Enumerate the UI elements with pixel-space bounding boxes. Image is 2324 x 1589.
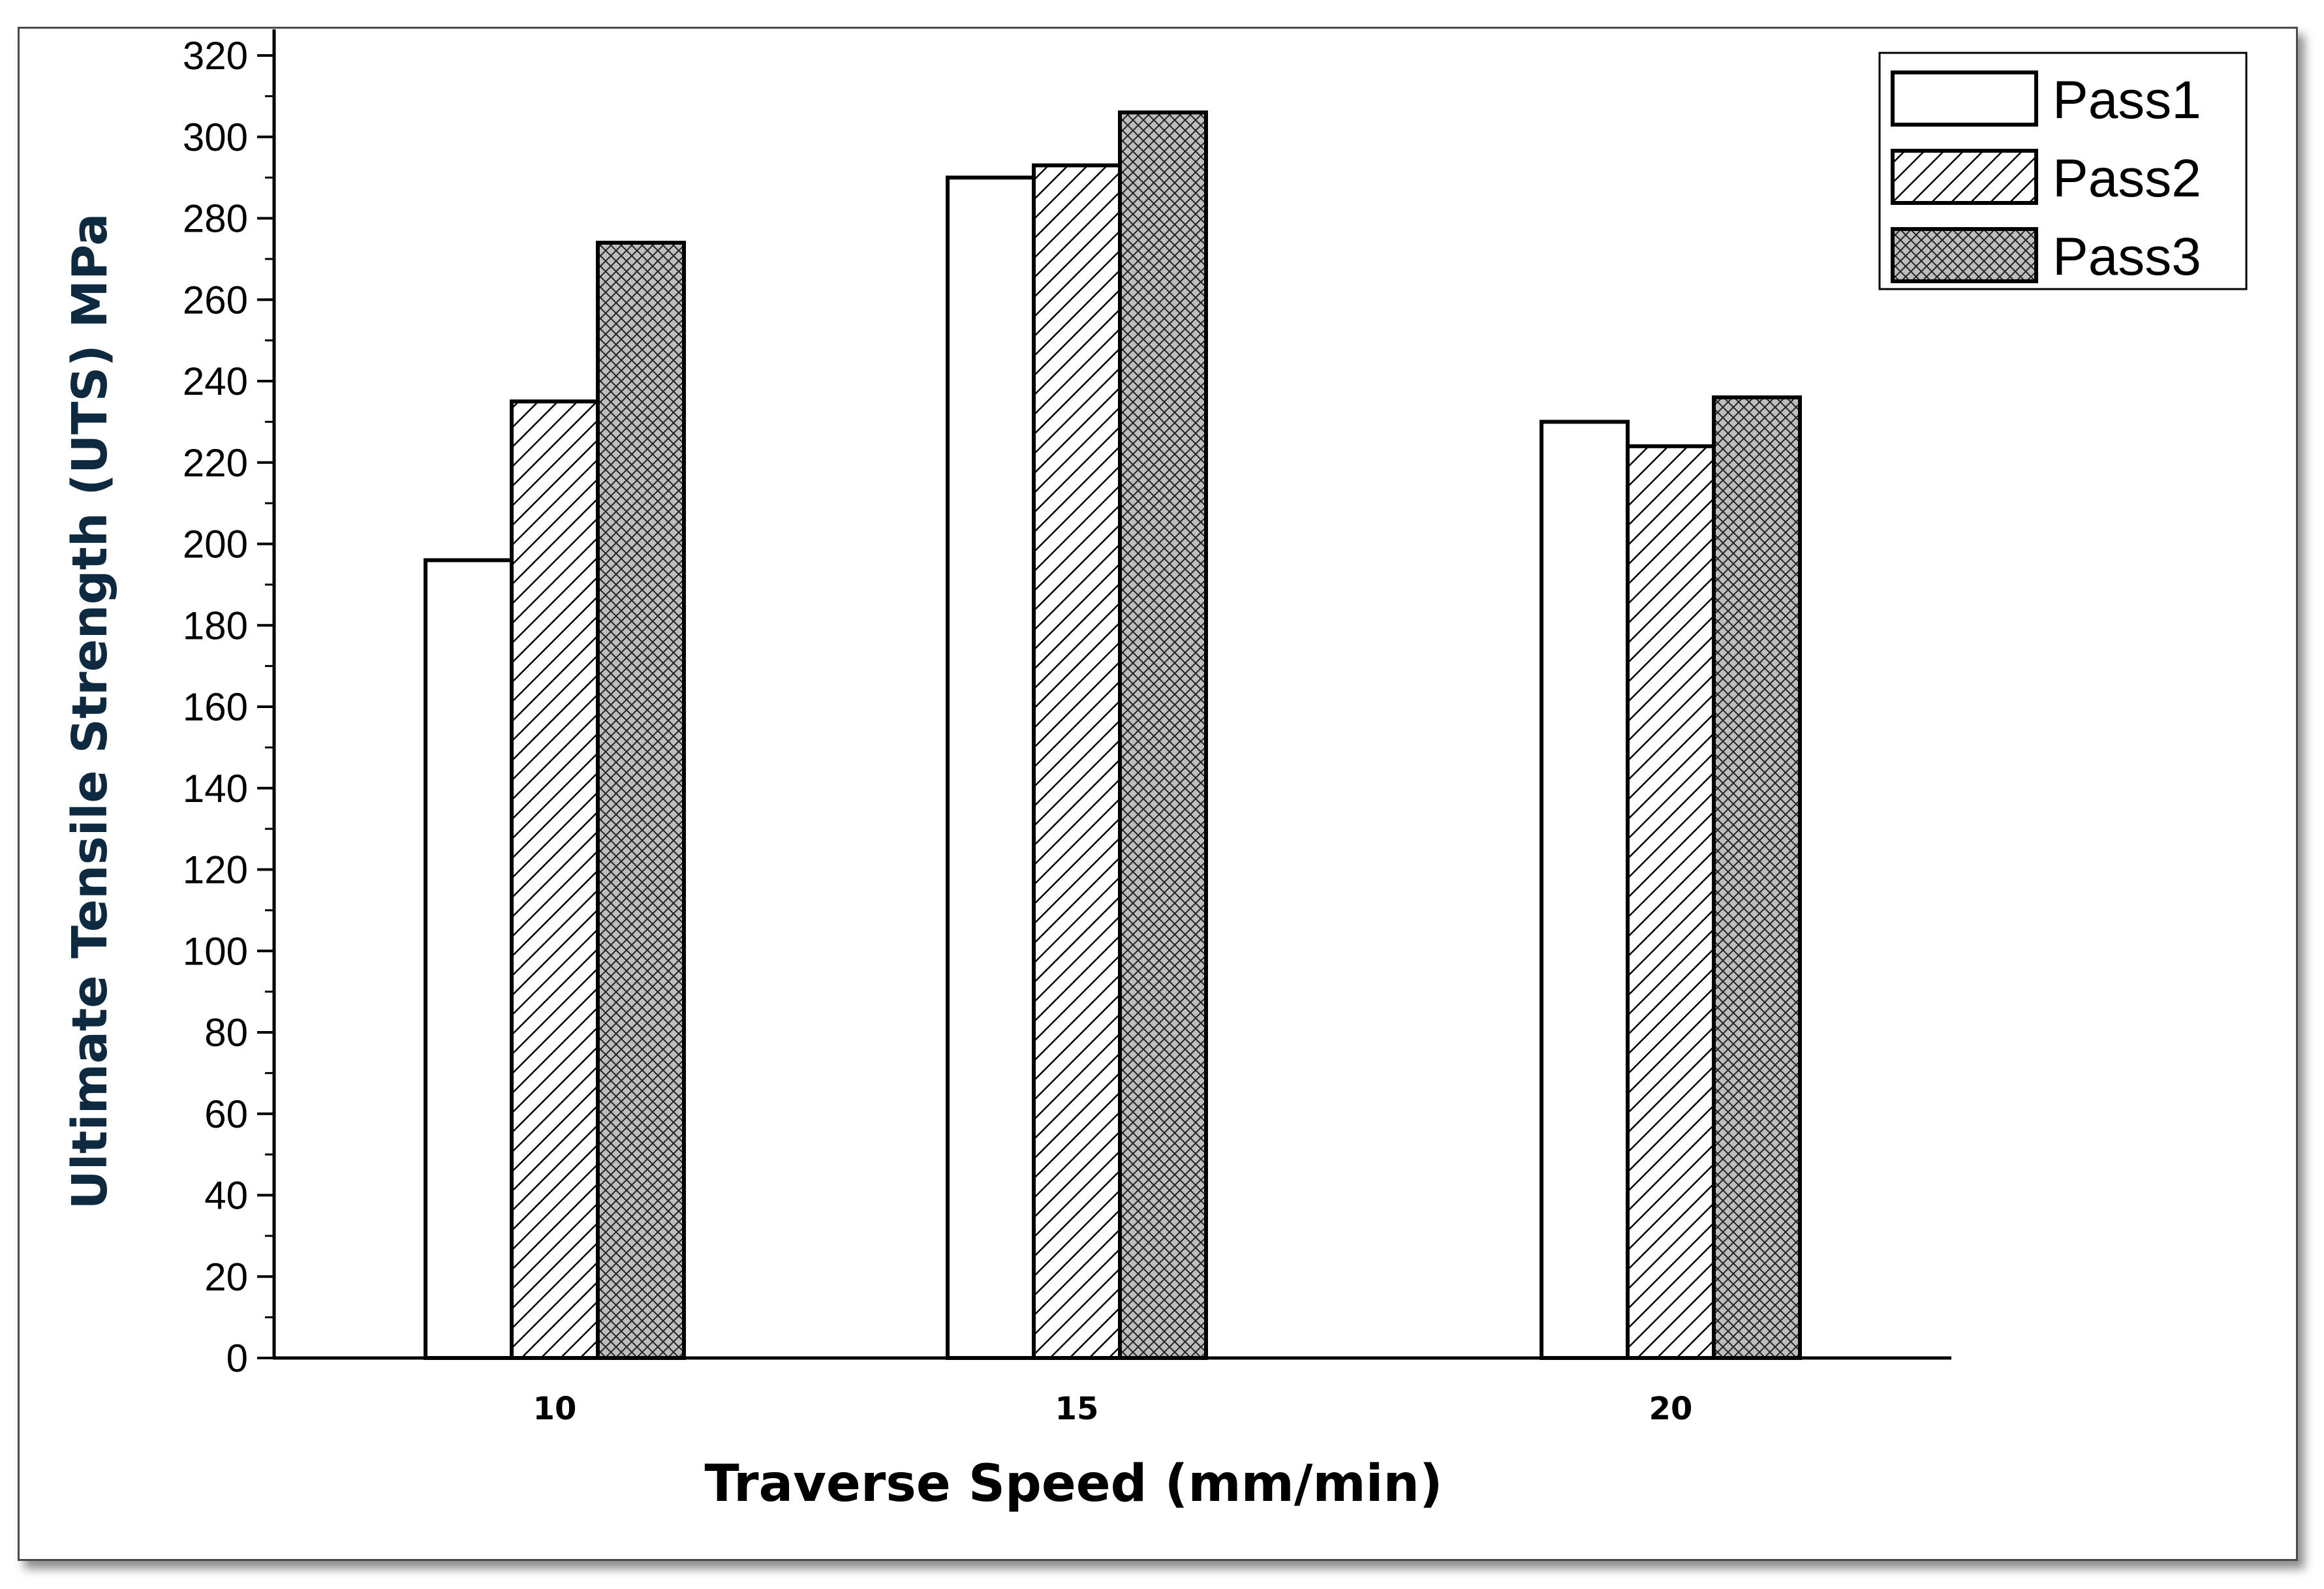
y-axis-title: Ultimate Tensile Strength (UTS) MPa	[62, 213, 118, 1210]
x-tick-label: 20	[1649, 1391, 1693, 1427]
legend: Pass1 Pass2 Pass3	[1878, 52, 2248, 290]
legend-swatch-pass2	[1891, 149, 2038, 205]
y-tick-label: 100	[183, 929, 248, 973]
y-tick-label: 140	[183, 767, 248, 810]
bar-pass3-10	[596, 240, 686, 1360]
bars	[424, 110, 1802, 1361]
y-tick-label: 160	[183, 685, 248, 729]
y-tick-label: 120	[183, 848, 248, 892]
bar-pass2-10	[510, 399, 600, 1360]
legend-swatch-pass1	[1891, 70, 2038, 127]
bar-pass1-15	[946, 176, 1036, 1360]
y-tick-label: 80	[204, 1011, 248, 1055]
y-tick-label: 20	[204, 1255, 248, 1299]
bar-pass1-20	[1540, 420, 1630, 1360]
legend-label: Pass1	[2053, 70, 2201, 130]
legend-label: Pass2	[2053, 149, 2201, 208]
y-tick-label: 220	[183, 441, 248, 485]
bar-pass2-15	[1032, 163, 1122, 1361]
y-tick-label: 240	[183, 360, 248, 403]
x-tick-label: 10	[533, 1391, 577, 1427]
y-tick-label: 200	[183, 523, 248, 566]
y-tick-label: 60	[204, 1092, 248, 1136]
legend-label: Pass3	[2053, 227, 2201, 286]
x-axis-title: Traverse Speed (mm/min)	[704, 1455, 1442, 1513]
y-tick-label: 0	[226, 1336, 248, 1380]
bar-pass3-15	[1118, 110, 1208, 1361]
y-tick-label: 300	[183, 116, 248, 159]
y-tick-label: 180	[183, 604, 248, 647]
y-tick-label: 40	[204, 1174, 248, 1218]
bar-pass1-10	[424, 558, 514, 1361]
y-tick-label: 320	[183, 34, 248, 78]
bar-pass2-20	[1626, 444, 1716, 1360]
legend-swatch-pass3	[1891, 227, 2038, 283]
x-tick-label: 15	[1055, 1391, 1099, 1427]
y-tick-label: 260	[183, 278, 248, 322]
axis-labels: 0 20 40 60 80 100 120 140 160 180 200 220 240 260 280 3…	[183, 34, 1693, 1427]
bar-pass3-20	[1712, 395, 1802, 1361]
y-tick-label: 280	[183, 197, 248, 241]
